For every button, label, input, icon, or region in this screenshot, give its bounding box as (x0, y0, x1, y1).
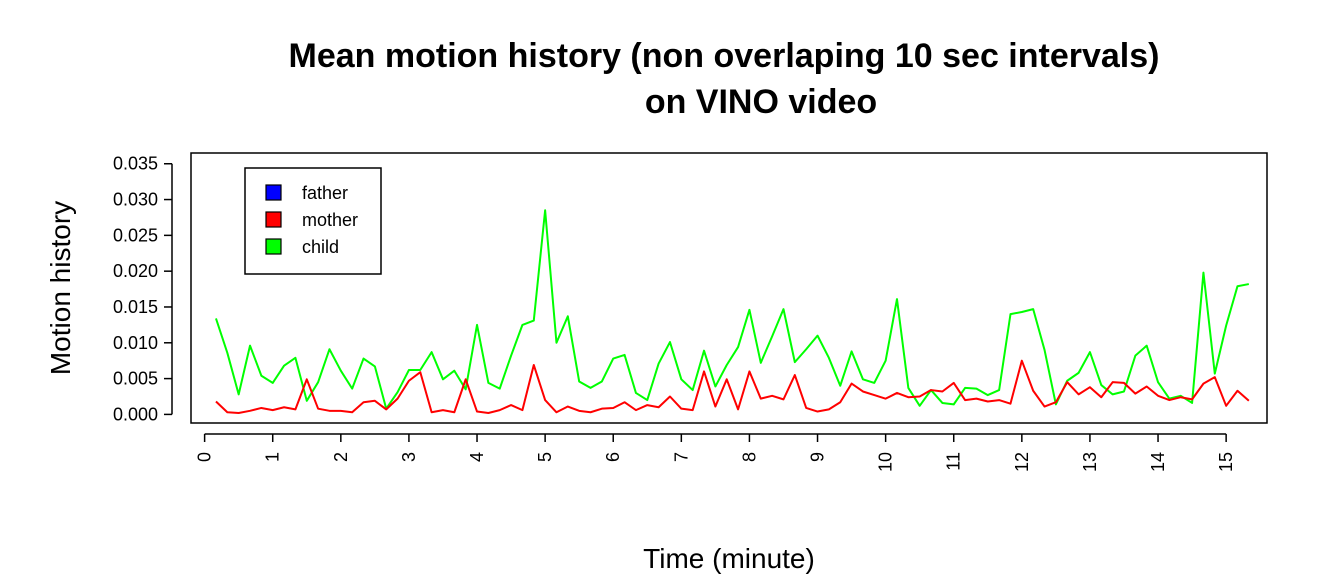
y-axis: 0.000 0.005 0.010 0.015 0.020 0.025 0.030 0.035 (113, 154, 173, 424)
x-tick-label: 2 (331, 452, 351, 462)
y-tick-label: 0.035 (113, 154, 158, 174)
y-tick-label: 0.030 (113, 190, 158, 210)
legend-swatch-mother (265, 211, 282, 228)
legend-swatch-father (265, 184, 282, 201)
y-tick-label: 0.020 (113, 261, 158, 281)
series-line-mother (215, 359, 1250, 414)
y-tick-label: 0.005 (113, 369, 158, 389)
x-tick-label: 1 (263, 452, 283, 462)
x-tick-label: 5 (535, 452, 555, 462)
y-tick-label: 0.000 (113, 404, 158, 424)
y-tick-label: 0.015 (113, 297, 158, 317)
legend: father mother child (244, 167, 382, 275)
x-tick-label: 13 (1080, 452, 1100, 472)
x-tick-label: 14 (1148, 452, 1168, 472)
legend-swatch-child (265, 238, 282, 255)
x-tick-label: 15 (1216, 452, 1236, 472)
x-tick-label: 7 (671, 452, 691, 462)
x-tick-label: 0 (195, 452, 215, 462)
x-tick-label: 12 (1012, 452, 1032, 472)
legend-label-father: father (302, 183, 348, 203)
x-axis-label: Time (minute) (643, 543, 815, 574)
plot-frame (190, 152, 1268, 424)
x-axis: 0 1 2 3 4 5 6 7 8 9 10 11 12 13 14 15 (195, 433, 1236, 472)
series-line-child (215, 209, 1250, 410)
x-tick-label: 8 (739, 452, 759, 462)
series-layer (215, 209, 1250, 414)
x-tick-label: 3 (399, 452, 419, 462)
y-tick-label: 0.010 (113, 333, 158, 353)
x-tick-label: 6 (603, 452, 623, 462)
x-tick-label: 4 (467, 452, 487, 462)
legend-label-mother: mother (302, 210, 358, 230)
x-tick-label: 10 (876, 452, 896, 472)
y-tick-label: 0.025 (113, 225, 158, 245)
legend-label-child: child (302, 237, 339, 257)
chart-title-line-1: Mean motion history (non overlaping 10 s… (289, 37, 1160, 75)
x-tick-label: 9 (808, 452, 828, 462)
chart-title-line-2: on VINO video (645, 83, 877, 121)
x-tick-label: 11 (944, 452, 964, 471)
y-axis-label: Motion history (45, 201, 76, 375)
